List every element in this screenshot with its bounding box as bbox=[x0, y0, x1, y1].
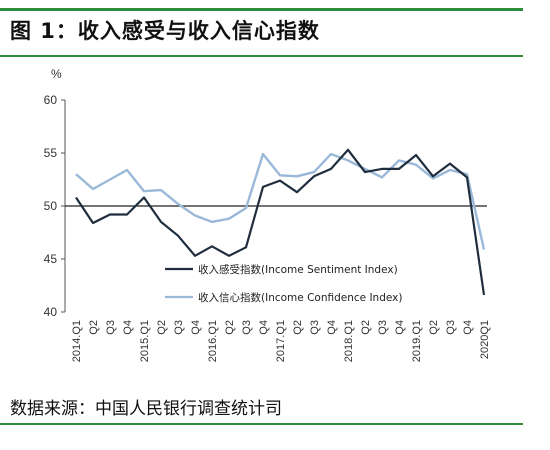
y-tick-label: 55 bbox=[44, 146, 58, 160]
series-line-income-confidence bbox=[75, 152, 486, 250]
x-tick-label: Q2 bbox=[360, 320, 372, 335]
x-tick-label: 2014.Q1 bbox=[71, 320, 83, 362]
x-tick-label: 2016.Q1 bbox=[207, 320, 219, 362]
x-tick-label: 2020Q1 bbox=[479, 320, 491, 359]
x-tick-label: Q3 bbox=[445, 320, 457, 335]
y-tick-label: 40 bbox=[44, 305, 58, 319]
series-lines bbox=[75, 148, 486, 296]
x-tick-label: Q2 bbox=[292, 320, 304, 335]
legend: 收入感受指数(Income Sentiment Index) 收入信心指数(Inc… bbox=[165, 263, 402, 304]
x-tick-label: Q4 bbox=[190, 320, 202, 335]
y-tick-label: 45 bbox=[44, 252, 58, 266]
x-tick-label: Q4 bbox=[394, 320, 406, 335]
y-axis-label: % bbox=[51, 67, 62, 81]
x-tick-label: Q3 bbox=[309, 320, 321, 335]
x-tick-label: Q3 bbox=[173, 320, 185, 335]
x-tick-label: 2018.Q1 bbox=[343, 320, 355, 362]
page-title: 图 1：收入感受与收入信心指数 bbox=[10, 19, 320, 43]
x-ticks: 2014.Q1 Q2 Q3 Q4 2015.Q1 Q2 Q3 Q4 2016.Q1 Q2 Q3 Q4 2… bbox=[71, 320, 491, 362]
y-tick-label: 50 bbox=[44, 199, 58, 213]
x-tick-label: Q4 bbox=[258, 320, 270, 335]
y-tick-label: 60 bbox=[44, 93, 58, 107]
x-tick-label: Q3 bbox=[377, 320, 389, 335]
y-ticks: 40 45 50 55 60 bbox=[44, 93, 65, 319]
title-rule bbox=[0, 55, 523, 57]
x-tick-label: Q2 bbox=[428, 320, 440, 335]
x-tick-label: Q2 bbox=[224, 320, 236, 335]
x-tick-label: Q3 bbox=[241, 320, 253, 335]
x-tick-label: Q4 bbox=[326, 320, 338, 335]
x-tick-label: Q4 bbox=[462, 320, 474, 335]
x-tick-label: 2017.Q1 bbox=[275, 320, 287, 362]
x-tick-label: Q4 bbox=[122, 320, 134, 335]
legend-label: 收入感受指数(Income Sentiment Index) bbox=[198, 263, 398, 276]
x-tick-label: 2019.Q1 bbox=[411, 320, 423, 362]
x-tick-label: Q2 bbox=[156, 320, 168, 335]
x-tick-label: Q2 bbox=[88, 320, 100, 335]
x-tick-label: 2015.Q1 bbox=[139, 320, 151, 362]
top-rule bbox=[0, 8, 523, 11]
legend-label: 收入信心指数(Income Confidence Index) bbox=[198, 291, 402, 304]
data-source: 数据来源：中国人民银行调查统计司 bbox=[10, 399, 282, 419]
x-tick-label: Q3 bbox=[105, 320, 117, 335]
series-line-income-sentiment bbox=[75, 148, 486, 296]
bottom-rule bbox=[0, 423, 523, 425]
